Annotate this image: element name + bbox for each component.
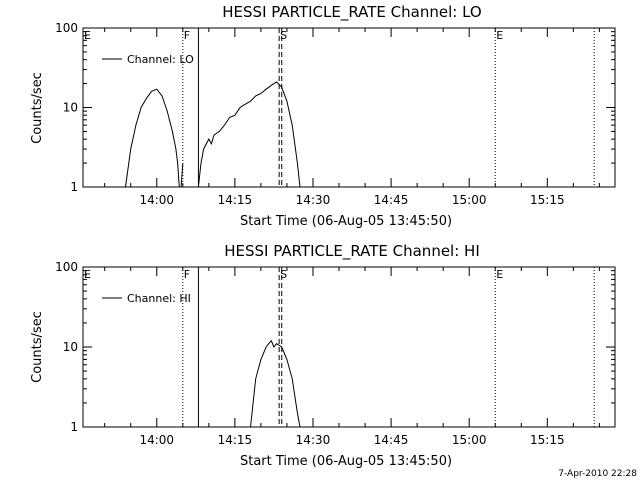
y-tick-label: 1	[70, 420, 78, 434]
series-line	[197, 81, 301, 188]
plot-frame	[82, 266, 616, 428]
x-tick-label: 14:30	[296, 433, 331, 447]
event-marker-label: E	[84, 268, 91, 281]
footer-timestamp: 7-Apr-2010 22:28	[558, 469, 637, 479]
event-marker-label: S	[280, 29, 287, 42]
x-tick-label: 14:00	[139, 433, 174, 447]
event-marker-label: F	[184, 29, 190, 42]
series-line	[180, 163, 184, 188]
y-axis-label: Counts/sec	[30, 311, 45, 383]
plot-area: 1 10 100 14:00 14:15 14:30 14:45 15:00 15:15 E F S E…	[55, 260, 616, 447]
event-marker-label: E	[496, 268, 503, 281]
event-marker-label: F	[184, 268, 190, 281]
x-tick-label: 14:30	[296, 193, 331, 207]
event-marker-label: S	[280, 268, 287, 281]
plot-frame	[82, 27, 616, 188]
chart-title: HESSI PARTICLE_RATE Channel: LO	[222, 3, 481, 22]
event-marker-label: E	[84, 29, 91, 42]
x-tick-label: 15:15	[530, 193, 565, 207]
legend-label: Channel: LO	[127, 53, 194, 66]
plot-area: 1 10 100 14:00 14:15 14:30 14:45 15:00 15:15 E F S E…	[55, 21, 616, 207]
panel-lo: HESSI PARTICLE_RATE Channel: LO Start Ti…	[30, 3, 616, 229]
x-tick-label: 15:00	[452, 193, 487, 207]
x-tick-label: 14:00	[139, 193, 174, 207]
x-tick-label: 15:00	[452, 433, 487, 447]
y-tick-label: 10	[63, 101, 78, 115]
y-tick-label: 10	[63, 340, 78, 354]
series-line	[125, 88, 180, 188]
y-axis-label: Counts/sec	[30, 72, 45, 144]
y-tick-label: 100	[55, 21, 78, 35]
x-tick-label: 14:15	[218, 193, 253, 207]
x-tick-label: 14:45	[374, 433, 409, 447]
event-marker-label: E	[496, 29, 503, 42]
x-tick-label: 15:15	[530, 433, 565, 447]
panel-hi: HESSI PARTICLE_RATE Channel: HI Start Ti…	[30, 242, 616, 469]
x-axis-label: Start Time (06-Aug-05 13:45:50)	[240, 454, 452, 469]
chart-title: HESSI PARTICLE_RATE Channel: HI	[224, 242, 480, 261]
y-tick-label: 1	[70, 180, 78, 194]
x-axis-label: Start Time (06-Aug-05 13:45:50)	[240, 214, 452, 229]
x-tick-label: 14:45	[374, 193, 409, 207]
series-line	[250, 339, 301, 428]
y-tick-label: 100	[55, 260, 78, 274]
x-tick-label: 14:15	[218, 433, 253, 447]
legend-label: Channel: HI	[127, 292, 191, 305]
